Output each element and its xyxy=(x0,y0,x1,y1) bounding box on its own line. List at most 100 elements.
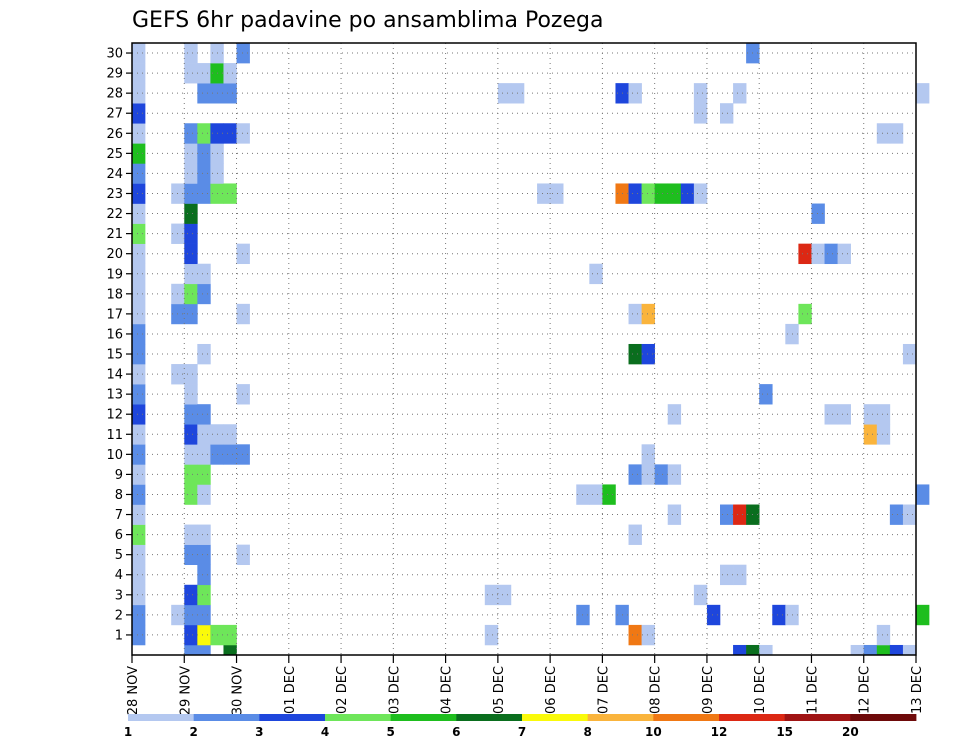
precip-cell xyxy=(132,384,146,405)
precip-cell xyxy=(667,464,682,485)
precip-cell xyxy=(876,624,891,646)
y-tick-label: 29 xyxy=(106,67,123,82)
precip-cell xyxy=(811,243,825,265)
precip-cell xyxy=(132,183,146,204)
precip-cell xyxy=(197,604,211,626)
precip-cell xyxy=(132,604,146,626)
precip-cell xyxy=(132,404,146,425)
precip-cell xyxy=(184,163,198,184)
y-tick-label: 27 xyxy=(106,107,123,122)
precip-cells xyxy=(132,43,930,656)
legend-swatch xyxy=(784,714,851,721)
x-tick-label: 03 DEC xyxy=(387,666,402,714)
precip-cell xyxy=(863,424,878,445)
precip-cell xyxy=(798,303,812,325)
precip-cell xyxy=(863,644,878,656)
precip-cell xyxy=(197,644,211,656)
precip-cell xyxy=(733,564,747,586)
precip-cell xyxy=(589,484,603,505)
precip-cell xyxy=(484,624,499,646)
precip-cell xyxy=(628,624,642,646)
legend-label: 4 xyxy=(321,725,329,739)
x-axis: 28 NOV 29 NOV 30 NOV 01 DEC 02 DEC 03 DEC 04 D… xyxy=(126,655,925,715)
legend-label: 10 xyxy=(645,725,662,739)
precip-cell xyxy=(720,564,734,586)
y-tick-label: 11 xyxy=(106,428,123,443)
precip-cell xyxy=(628,183,642,204)
legend-swatch xyxy=(259,714,326,721)
precip-cell xyxy=(654,464,669,485)
precip-cell xyxy=(693,183,708,204)
precip-cell xyxy=(197,123,211,144)
x-tick-label: 29 NOV xyxy=(178,666,193,715)
y-tick-label: 13 xyxy=(106,388,123,403)
legend-swatch xyxy=(456,714,523,721)
precip-cell xyxy=(132,564,146,586)
grid-lines xyxy=(132,43,916,655)
precip-cell xyxy=(184,544,198,566)
precip-cell xyxy=(132,63,146,84)
precip-cell xyxy=(197,143,211,164)
precip-cell xyxy=(693,584,708,606)
x-tick-label: 04 DEC xyxy=(440,666,455,714)
precip-cell xyxy=(837,404,851,425)
precip-cell xyxy=(197,83,211,104)
precip-cell xyxy=(484,584,499,606)
y-tick-label: 22 xyxy=(106,207,123,222)
precip-cell xyxy=(889,504,904,525)
precip-cell xyxy=(733,504,747,525)
precip-cell xyxy=(236,243,250,265)
precip-cell xyxy=(197,343,211,365)
x-tick-label: 10 DEC xyxy=(753,666,768,714)
precip-cell xyxy=(667,504,682,525)
precip-cell xyxy=(654,183,669,204)
precip-cell xyxy=(628,524,642,545)
precip-cell xyxy=(132,123,146,144)
precip-cell xyxy=(628,303,642,325)
precip-cell xyxy=(759,384,773,405)
precip-cell xyxy=(132,263,146,285)
precip-cell xyxy=(916,484,930,505)
y-tick-label: 14 xyxy=(106,368,123,383)
precip-cell xyxy=(497,83,512,104)
precip-cell xyxy=(197,183,211,204)
precip-cell xyxy=(550,183,564,204)
precip-cell xyxy=(876,644,891,656)
legend-swatch xyxy=(128,714,195,721)
x-tick-label: 08 DEC xyxy=(649,666,664,714)
precip-cell xyxy=(132,424,146,445)
precip-cell xyxy=(641,464,655,485)
legend-label: 8 xyxy=(583,725,591,739)
precip-cell xyxy=(184,364,198,385)
x-tick-label: 11 DEC xyxy=(805,666,820,714)
precip-cell xyxy=(197,444,211,465)
legend-swatch xyxy=(587,714,654,721)
legend-swatch xyxy=(653,714,720,721)
precip-cell xyxy=(850,644,865,656)
x-tick-label: 12 DEC xyxy=(858,666,873,714)
y-tick-label: 2 xyxy=(115,608,123,623)
precip-cell xyxy=(184,263,198,285)
precip-cell xyxy=(197,544,211,566)
precip-cell xyxy=(132,484,146,505)
precip-cell xyxy=(184,464,198,485)
y-tick-label: 30 xyxy=(106,47,123,62)
precip-cell xyxy=(223,644,237,656)
precip-cell xyxy=(733,644,747,656)
x-tick-label: 05 DEC xyxy=(492,666,507,714)
precip-cell xyxy=(223,424,237,445)
legend-swatch xyxy=(390,714,457,721)
precip-cell xyxy=(184,424,198,445)
precip-cell xyxy=(197,564,211,586)
y-tick-label: 18 xyxy=(106,287,123,302)
x-tick-label: 01 DEC xyxy=(283,666,298,714)
precip-cell xyxy=(184,384,198,405)
precip-cell xyxy=(889,644,904,656)
y-tick-label: 7 xyxy=(115,508,123,523)
legend-label: 15 xyxy=(776,725,793,739)
x-tick-label: 09 DEC xyxy=(701,666,716,714)
legend-swatch xyxy=(719,714,786,721)
precip-cell xyxy=(733,83,747,104)
precip-cell xyxy=(132,203,146,224)
precip-cell xyxy=(197,424,211,445)
